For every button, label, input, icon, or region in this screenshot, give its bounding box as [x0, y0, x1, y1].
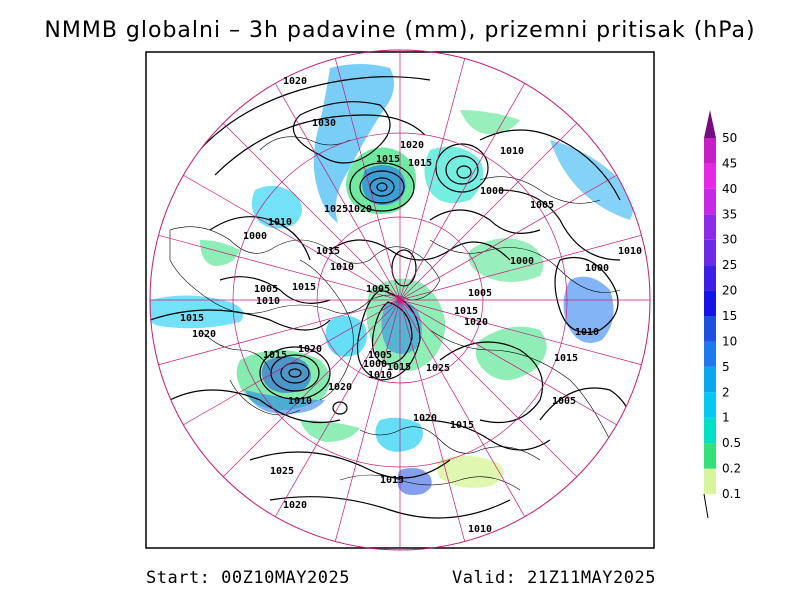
legend-swatch	[704, 417, 716, 444]
isobar-label: 1000	[363, 359, 387, 370]
isobar-label: 1010	[330, 262, 354, 273]
legend-label: 20	[722, 284, 737, 298]
legend-label: 10	[722, 334, 737, 348]
legend-label: 15	[722, 309, 737, 323]
isobar-label: 1020	[192, 329, 216, 340]
legend-label: 45	[722, 156, 737, 170]
isobar-label: 1010	[368, 370, 392, 381]
isobar-label: 1015	[380, 475, 404, 486]
isobar-label: 1020	[328, 382, 352, 393]
isobar-label: 1000	[243, 231, 267, 242]
isobar-label: 1020	[348, 204, 372, 215]
legend-swatch	[704, 163, 716, 189]
isobar-label: 1010	[618, 246, 642, 257]
legend-swatch	[704, 443, 716, 469]
legend-swatch	[704, 290, 716, 316]
isobar-label: 1005	[254, 284, 278, 295]
legend-swatch	[704, 265, 716, 291]
isobar-label: 1005	[368, 350, 392, 361]
isobar-label: 1020	[413, 413, 437, 424]
isobar-label: 1025	[324, 204, 348, 215]
legend-swatch	[704, 214, 716, 240]
isobar-label: 1010	[268, 217, 292, 228]
isobar-label: 1000	[510, 256, 534, 267]
legend-label: 25	[722, 258, 737, 272]
start-time: Start: 00Z10MAY2025	[146, 568, 350, 588]
legend-swatch	[704, 188, 716, 215]
isobar-label: 1015	[554, 353, 578, 364]
valid-time: Valid: 21Z11MAY2025	[452, 568, 656, 588]
legend-label: 40	[722, 182, 737, 196]
graticule	[150, 50, 650, 550]
coastlines	[169, 136, 621, 491]
isobar-label: 1025	[270, 466, 294, 477]
isobar-label: 1010	[288, 396, 312, 407]
legend-label: 30	[722, 233, 737, 247]
isobar-label: 1010	[500, 146, 524, 157]
legend-label: 0.5	[722, 436, 741, 450]
isobar-label: 1015	[292, 282, 316, 293]
legend-swatch	[704, 366, 716, 393]
legend-label: 35	[722, 207, 737, 221]
isobars	[150, 76, 634, 519]
isobar-label: 1015	[387, 362, 411, 373]
isobar-label: 1010	[575, 327, 599, 338]
legend-swatch	[704, 392, 716, 418]
legend-swatch	[704, 468, 716, 494]
isobar-label: 1000	[585, 263, 609, 274]
isobar-label: 1020	[283, 500, 307, 511]
legend-label: 0.1	[722, 487, 741, 501]
isobar-label: 1015	[180, 313, 204, 324]
legend-label: 50	[722, 131, 737, 145]
globe-boundary	[149, 49, 651, 551]
legend-label: 0.2	[722, 462, 741, 476]
isobar-label: 1005	[468, 288, 492, 299]
isobar-label: 1005	[552, 396, 576, 407]
isobar-label: 1015	[454, 306, 478, 317]
isobar-label: 1020	[283, 76, 307, 87]
isobar-label: 1020	[400, 140, 424, 151]
legend-label: 2	[722, 385, 730, 399]
isobar-label: 1020	[464, 317, 488, 328]
isobar-label: 1015	[376, 154, 400, 165]
map-title: NMMB globalni – 3h padavine (mm), prizem…	[44, 18, 756, 43]
isobar-label: 1030	[312, 118, 336, 129]
isobar-label: 1025	[426, 363, 450, 374]
isobar-label: 1005	[366, 284, 390, 295]
isobar-label: 1010	[256, 296, 280, 307]
isobar-label: 1015	[408, 158, 432, 169]
isobar-label: 1010	[468, 524, 492, 535]
legend-swatch	[704, 341, 716, 367]
isobar-label: 1020	[298, 344, 322, 355]
legend-swatch	[704, 316, 716, 342]
isobar-labels: 1020 1030 1020 1015 1015 1010 1000 1005 …	[180, 76, 642, 535]
legend-swatch	[704, 110, 716, 138]
isobar-label: 1005	[530, 200, 554, 211]
legend-label: 1	[722, 411, 730, 425]
isobar-label: 1015	[263, 350, 287, 361]
legend-tail	[703, 493, 709, 519]
legend-swatch	[704, 239, 716, 266]
isobar-label: 1015	[450, 420, 474, 431]
isobar-label: 1000	[480, 186, 504, 197]
isobar-label: 1015	[316, 246, 340, 257]
legend-swatch	[704, 138, 716, 164]
legend-label: 5	[722, 360, 730, 374]
